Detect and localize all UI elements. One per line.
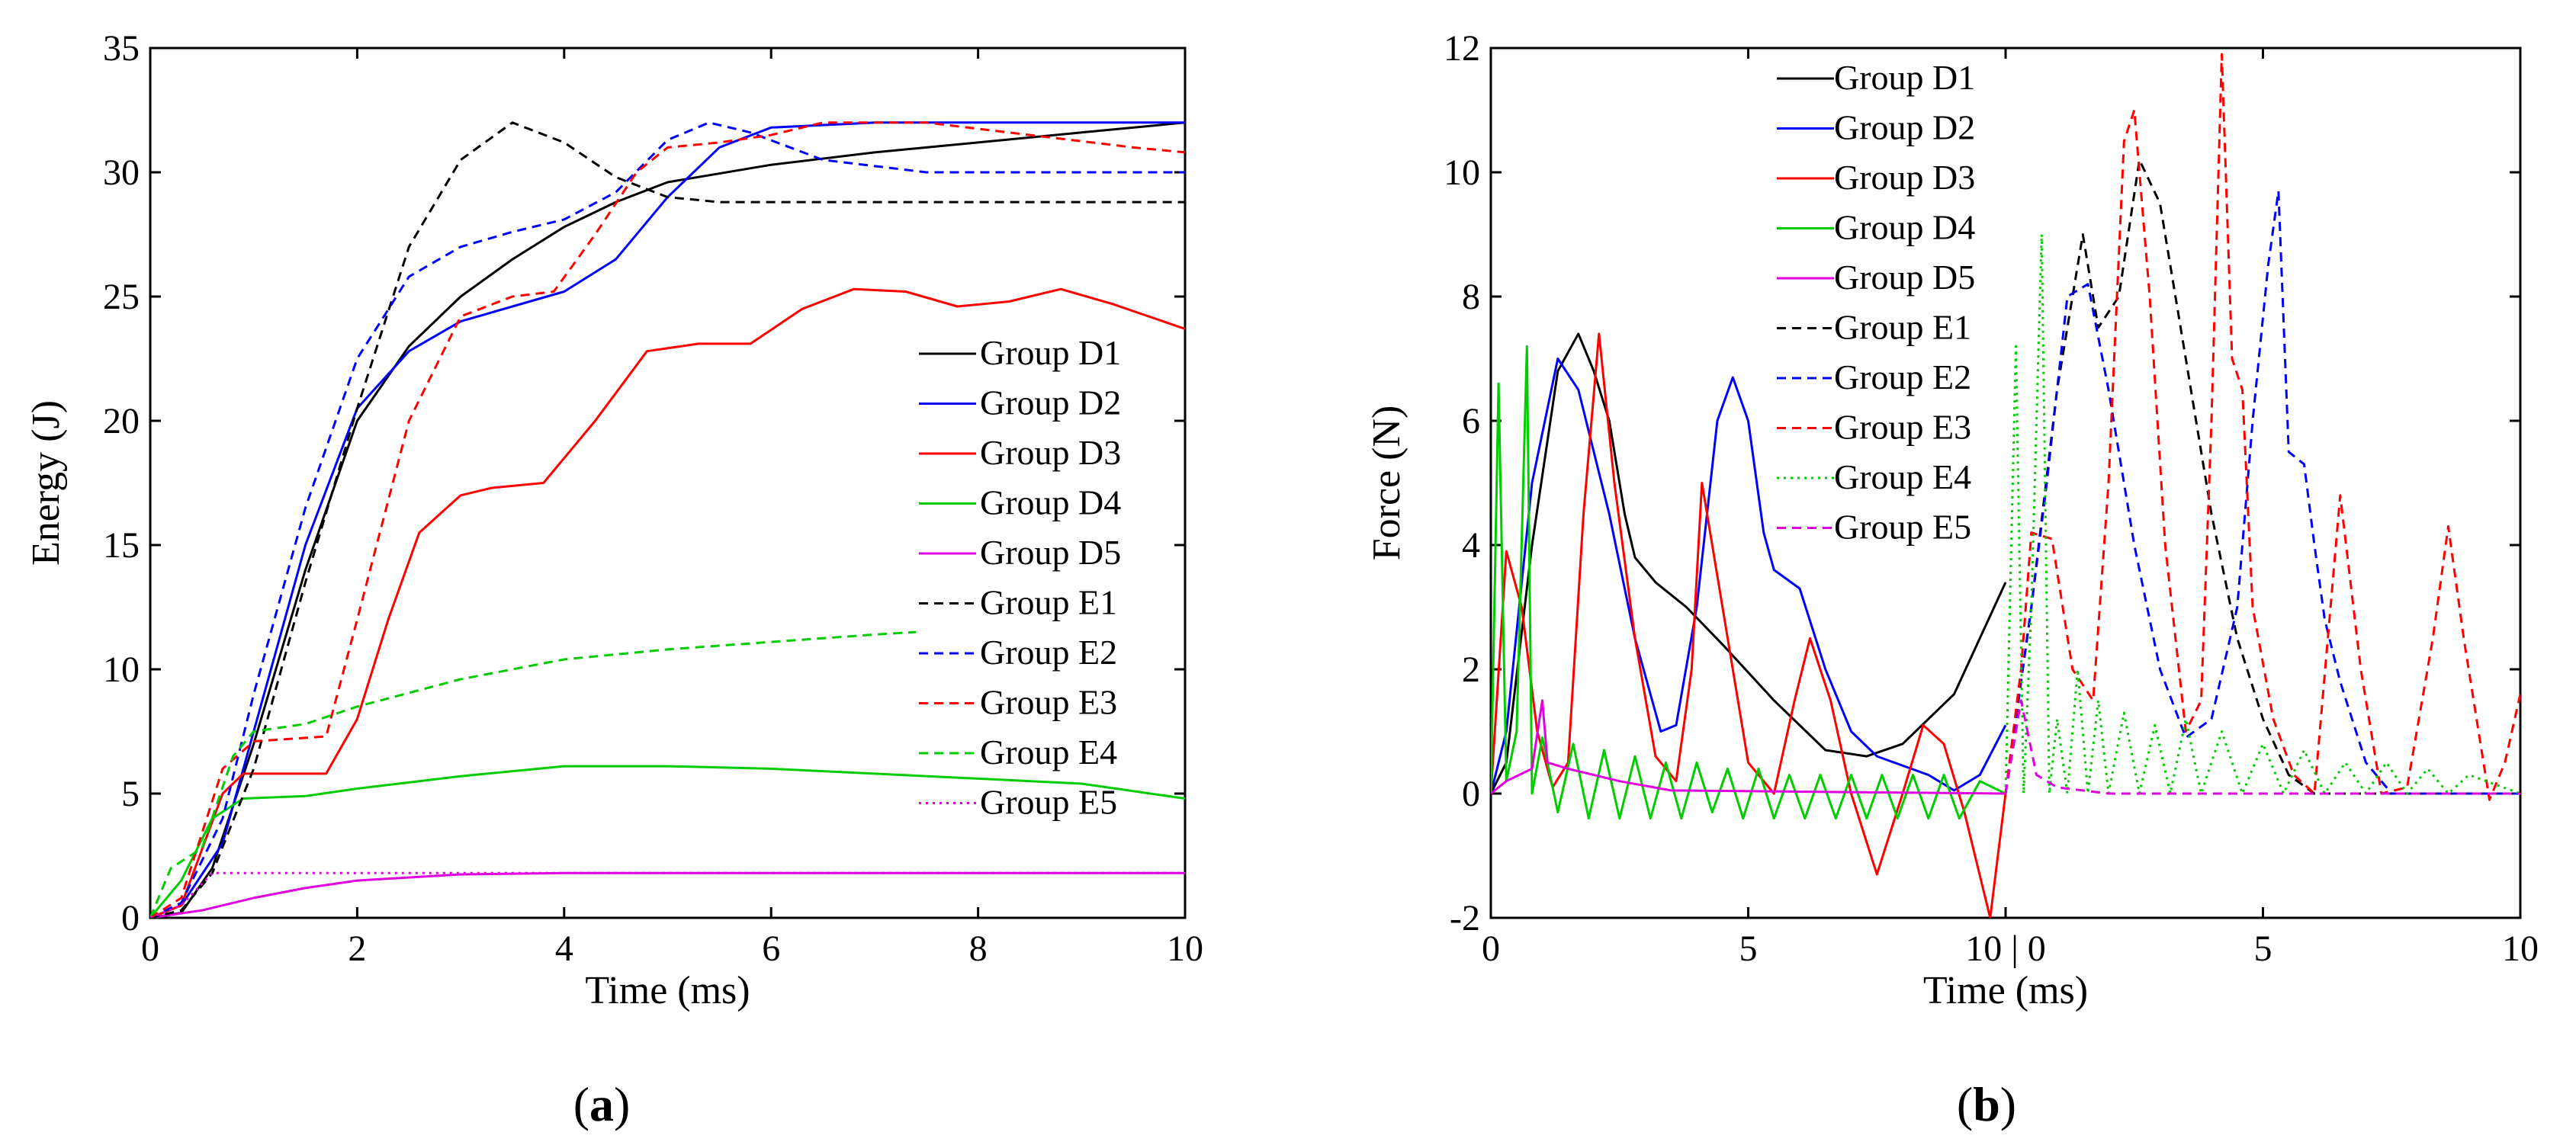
- x-tick-label: 10 | 0: [1965, 929, 2046, 969]
- x-tick-label: 10: [1167, 929, 1203, 969]
- legend: Group D1 Group D2 Group D3 Group D4 Group D5…: [919, 333, 1121, 822]
- y-tick-label: 5: [121, 774, 140, 814]
- series-line-group-e1: [2004, 159, 2520, 795]
- panel-a-label: (a): [573, 1077, 631, 1131]
- series-line-group-e4: [2004, 233, 2520, 795]
- x-tick-label: 8: [969, 929, 988, 969]
- y-axis-label: Force (N): [1365, 406, 1408, 561]
- legend-label: Group D4: [1834, 208, 1975, 247]
- y-axis-label: Energy (J): [24, 400, 68, 566]
- legend-label: Group E4: [980, 733, 1117, 771]
- y-tick-label: 10: [103, 649, 140, 690]
- legend-label: Group D2: [980, 383, 1121, 422]
- series-line-group-d2: [1491, 358, 2007, 794]
- legend-label: Group E4: [1834, 457, 1971, 496]
- series-line-group-d3: [150, 287, 1185, 918]
- y-tick-label: 2: [1462, 649, 1480, 690]
- y-tick-label: 10: [1444, 152, 1480, 193]
- legend-label: Group D3: [980, 433, 1121, 472]
- legend-label: Group E1: [1834, 308, 1971, 347]
- series-line-group-e3: [150, 121, 1185, 918]
- x-tick-label: 10: [2502, 929, 2539, 969]
- legend-label: Group D5: [1834, 258, 1975, 297]
- series-line-group-e2: [150, 121, 1185, 918]
- legend-label: Group D2: [1834, 108, 1975, 147]
- y-tick-label: 6: [1462, 401, 1480, 441]
- legend-label: Group E1: [980, 583, 1117, 622]
- series-line-group-e4: [150, 630, 917, 918]
- x-tick-label: 0: [141, 929, 159, 969]
- series-lines: [150, 121, 1185, 918]
- series-line-group-e2: [2004, 190, 2520, 795]
- series-line-group-e1: [150, 121, 1185, 918]
- series-line-group-d1: [1491, 332, 2007, 794]
- legend-label: Group D3: [1834, 158, 1975, 197]
- energy-chart-panel: 0 2 4 6 8 10 0 5 10 15 20 25 30 35 Time (ms) Energy (J)…: [24, 28, 1203, 1012]
- panel-b-label: (b): [1957, 1077, 2016, 1131]
- y-tick-label: 20: [103, 401, 140, 441]
- y-tick-label: 0: [1462, 774, 1480, 814]
- x-tick-label: 5: [2254, 929, 2272, 969]
- series-lines: [1491, 53, 2520, 918]
- y-tick-label: 35: [103, 28, 140, 69]
- y-tick-label: 8: [1462, 277, 1480, 317]
- legend-label: Group E3: [980, 683, 1117, 722]
- series-line-group-d3: [1491, 332, 2007, 918]
- y-tick-label: 0: [121, 898, 140, 938]
- plot-frame: [149, 47, 1187, 919]
- series-line-group-d5: [1491, 699, 2006, 795]
- x-tick-label: 6: [762, 929, 780, 969]
- x-tick-label: 5: [1739, 929, 1758, 969]
- legend-label: Group E5: [1834, 508, 1971, 547]
- x-axis-label: Time (ms): [1923, 969, 2088, 1012]
- legend-label: Group D1: [980, 333, 1121, 372]
- legend-label: Group E3: [1834, 408, 1971, 447]
- x-tick-label: 4: [555, 929, 573, 969]
- series-line-group-e3: [2004, 53, 2520, 801]
- legend-label: Group D5: [980, 533, 1121, 572]
- legend-label: Group E2: [1834, 358, 1971, 396]
- y-tick-label: 4: [1462, 525, 1480, 566]
- y-tick-label: 30: [103, 152, 140, 193]
- legend-label: Group E2: [980, 633, 1117, 672]
- y-tick-label: 12: [1444, 28, 1480, 69]
- legend: Group D1 Group D2 Group D3 Group D4 Group D5…: [1777, 58, 1975, 547]
- series-line-group-e5: [2004, 699, 2520, 795]
- y-tick-label: 15: [103, 525, 140, 566]
- series-line-group-e5: [150, 871, 1185, 918]
- legend-label: Group D1: [1834, 58, 1975, 97]
- series-line-group-d4: [150, 765, 1185, 918]
- series-line-group-d2: [150, 121, 1185, 918]
- x-tick-label: 0: [1482, 929, 1500, 969]
- series-line-group-d5: [150, 871, 1185, 918]
- x-tick-label: 2: [348, 929, 366, 969]
- y-tick-label: 25: [103, 277, 140, 317]
- y-tick-label: -2: [1450, 898, 1480, 938]
- legend-label: Group E5: [980, 783, 1117, 822]
- x-axis-label: Time (ms): [585, 969, 750, 1012]
- legend-label: Group D4: [980, 483, 1121, 522]
